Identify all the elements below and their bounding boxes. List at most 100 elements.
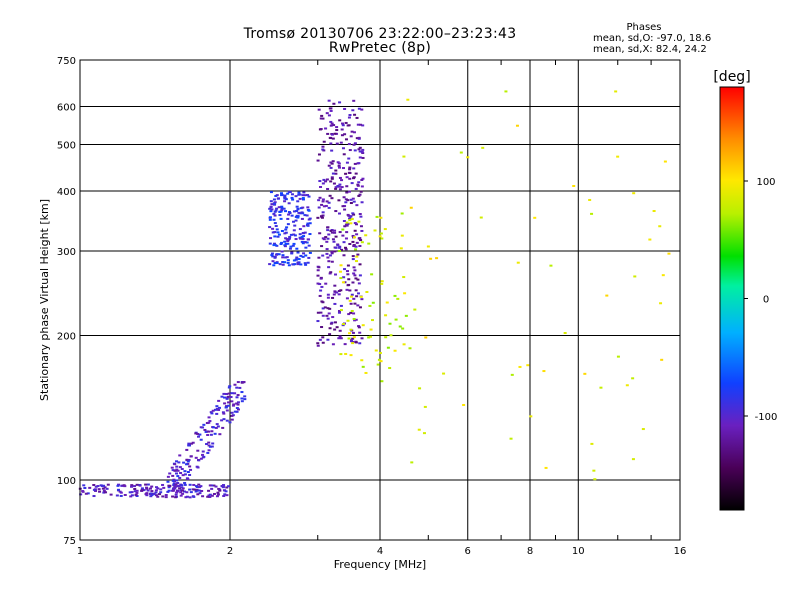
data-point	[317, 153, 321, 156]
data-point	[515, 124, 519, 127]
data-point	[284, 210, 288, 213]
data-point	[342, 153, 346, 156]
data-point	[319, 117, 323, 120]
data-point	[294, 215, 298, 218]
y-tick-label: 750	[57, 56, 76, 67]
data-point	[189, 491, 193, 494]
data-point	[283, 197, 287, 200]
data-point	[283, 240, 287, 243]
data-point	[222, 412, 226, 415]
data-point	[167, 486, 171, 489]
data-point	[82, 484, 86, 487]
data-point	[154, 486, 158, 489]
data-point	[229, 396, 233, 399]
data-point	[207, 489, 211, 492]
data-point	[211, 409, 215, 412]
data-point	[326, 293, 330, 296]
data-point	[280, 194, 284, 197]
data-point	[86, 492, 90, 495]
data-point	[379, 216, 383, 219]
data-point	[217, 406, 221, 409]
data-point	[351, 109, 355, 112]
data-point	[616, 155, 620, 158]
data-point	[360, 241, 364, 244]
data-point	[299, 254, 303, 257]
data-point	[341, 281, 345, 284]
data-point	[307, 244, 311, 247]
data-point	[333, 321, 337, 324]
data-point	[353, 236, 357, 239]
data-point	[214, 485, 218, 488]
data-point	[352, 312, 356, 315]
data-point	[301, 198, 305, 201]
data-point	[354, 172, 358, 175]
data-point	[306, 206, 310, 209]
data-point	[212, 426, 216, 429]
data-point	[403, 292, 407, 295]
colorbar	[719, 86, 745, 511]
data-point	[353, 222, 357, 225]
data-point	[354, 223, 358, 226]
data-point	[175, 465, 179, 468]
data-point	[361, 151, 365, 154]
data-point	[384, 314, 388, 317]
data-point	[198, 486, 202, 489]
data-point	[330, 176, 334, 179]
data-point	[321, 200, 325, 203]
data-point	[349, 202, 353, 205]
y-axis-label: Stationary phase Virtual Height [km]	[38, 199, 51, 401]
data-point	[281, 256, 285, 259]
data-point	[179, 471, 183, 474]
data-point	[172, 488, 176, 491]
data-point	[380, 280, 384, 283]
data-point	[344, 138, 348, 141]
data-point	[321, 182, 325, 185]
data-point	[325, 178, 329, 181]
data-point	[230, 392, 234, 395]
data-point	[321, 214, 325, 217]
data-point	[426, 245, 430, 248]
data-point	[326, 229, 330, 232]
data-point	[298, 193, 302, 196]
data-point	[327, 201, 331, 204]
data-point	[351, 331, 355, 334]
data-point	[357, 107, 361, 110]
data-point	[367, 336, 371, 339]
data-point	[354, 341, 358, 344]
chart-subtitle: RwPretec (8p)	[328, 40, 432, 56]
data-point	[356, 253, 360, 256]
data-point	[354, 187, 358, 190]
data-point	[166, 475, 170, 478]
data-point	[370, 273, 374, 276]
data-point	[343, 205, 347, 208]
data-point	[325, 314, 329, 317]
data-point	[352, 200, 356, 203]
data-point	[318, 180, 322, 183]
data-point	[274, 225, 278, 228]
data-point	[321, 198, 325, 201]
data-point	[306, 194, 310, 197]
data-point	[272, 212, 276, 215]
data-point	[338, 188, 342, 191]
data-point	[331, 137, 335, 140]
data-point	[347, 171, 351, 174]
data-point	[338, 212, 342, 215]
data-point	[319, 289, 323, 292]
data-point	[356, 292, 360, 295]
data-point	[119, 491, 123, 494]
data-point	[402, 276, 406, 279]
data-point	[287, 202, 291, 205]
data-point	[211, 442, 215, 445]
data-point	[360, 229, 364, 232]
data-point	[187, 442, 191, 445]
data-point	[342, 254, 346, 257]
data-point	[344, 121, 348, 124]
y-tick-label: 400	[57, 187, 76, 198]
data-point	[268, 242, 272, 245]
data-point	[388, 322, 392, 325]
data-point	[352, 266, 356, 269]
data-point	[386, 346, 390, 349]
data-point	[336, 244, 340, 247]
data-point	[329, 166, 333, 169]
data-point	[358, 342, 362, 345]
